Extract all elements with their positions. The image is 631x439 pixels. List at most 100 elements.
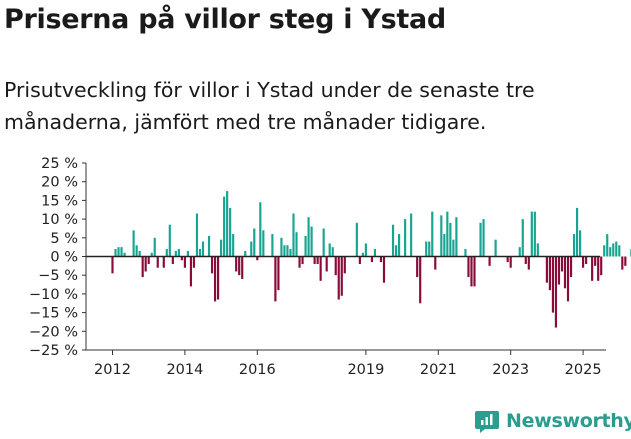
bar	[585, 256, 588, 264]
bar	[244, 250, 247, 257]
bar	[530, 211, 533, 257]
bar	[111, 256, 114, 274]
bar	[597, 256, 600, 281]
bar	[328, 243, 331, 257]
bar	[174, 250, 177, 257]
x-tick-label: 2014	[166, 362, 203, 378]
bar	[310, 226, 313, 257]
bar	[292, 213, 295, 257]
bar	[217, 256, 220, 300]
bar	[295, 232, 298, 257]
bar	[361, 252, 364, 257]
y-tick-label: −15 %	[29, 306, 78, 322]
bar	[253, 228, 256, 257]
bar	[431, 211, 434, 257]
bar	[183, 256, 186, 268]
bar	[226, 191, 229, 257]
bar	[192, 256, 196, 268]
bar	[410, 213, 413, 257]
bar	[582, 256, 585, 268]
bar	[277, 256, 280, 291]
bar	[298, 256, 301, 268]
bars	[86, 191, 631, 328]
bar	[579, 230, 582, 257]
bar	[259, 202, 262, 257]
newsworthy-icon	[475, 411, 499, 433]
bar	[606, 234, 609, 257]
bar	[150, 252, 153, 257]
bar	[186, 250, 189, 257]
y-tick-label: −25 %	[29, 343, 78, 359]
bar	[506, 256, 509, 263]
bar	[238, 256, 241, 276]
bar	[307, 217, 310, 257]
bar	[340, 256, 343, 296]
bar	[135, 245, 138, 257]
chart-title: Priserna på villor steg i Ystad	[4, 4, 446, 35]
bar	[189, 256, 193, 287]
bar	[271, 234, 274, 257]
bar	[473, 256, 476, 287]
y-tick-label: −5 %	[38, 268, 78, 284]
bar	[524, 256, 527, 264]
bar	[114, 249, 117, 257]
bar	[256, 256, 259, 261]
bar	[518, 247, 521, 257]
bar	[213, 256, 217, 302]
bar	[289, 249, 292, 257]
bar	[201, 241, 205, 257]
bar	[286, 245, 289, 257]
bar	[274, 256, 277, 302]
y-tick-label: 0 %	[50, 250, 78, 266]
bar	[229, 207, 232, 257]
bar	[280, 237, 283, 257]
bar	[482, 219, 485, 257]
bar	[171, 256, 174, 264]
bar	[162, 256, 165, 268]
bar	[337, 256, 340, 300]
bar	[250, 241, 253, 257]
bar	[325, 256, 328, 272]
y-tick-label: 5 %	[50, 231, 78, 247]
y-tick-label: 10 %	[41, 212, 78, 228]
bar	[283, 245, 286, 257]
bar	[331, 247, 334, 257]
bar	[494, 239, 497, 257]
bar	[425, 241, 428, 257]
bar	[440, 215, 443, 257]
bar	[551, 256, 555, 313]
bar	[398, 234, 401, 257]
bar	[165, 249, 168, 257]
bar	[470, 256, 473, 287]
bar	[612, 243, 615, 257]
bar	[591, 256, 594, 281]
brand-logo: Newsworthy	[474, 406, 631, 436]
bar	[618, 245, 621, 257]
bar	[198, 249, 202, 257]
bar	[624, 256, 627, 266]
y-tick-label: −10 %	[29, 287, 78, 303]
bar	[563, 256, 567, 289]
bar	[304, 235, 307, 257]
x-tick-label: 2023	[492, 362, 529, 378]
bar	[488, 256, 491, 266]
bar	[536, 243, 539, 257]
bar	[144, 256, 147, 272]
bar	[180, 256, 183, 261]
y-axis: 25 % 20 % 15 % 10 % 5 % 0 % −5 % −10 % −15 % −20 …	[29, 156, 87, 359]
bar	[207, 235, 211, 257]
bar	[195, 213, 199, 257]
bar	[220, 239, 223, 257]
bar	[467, 256, 470, 278]
bar	[443, 234, 446, 257]
bar	[600, 256, 603, 276]
bar	[343, 256, 346, 274]
bar	[452, 239, 455, 257]
bar	[138, 250, 141, 257]
bar	[419, 256, 422, 304]
bar	[404, 219, 407, 257]
brand-name: Newsworthy	[506, 410, 631, 432]
bar	[123, 252, 126, 257]
x-tick-label: 2016	[239, 362, 276, 378]
bar	[464, 249, 467, 257]
